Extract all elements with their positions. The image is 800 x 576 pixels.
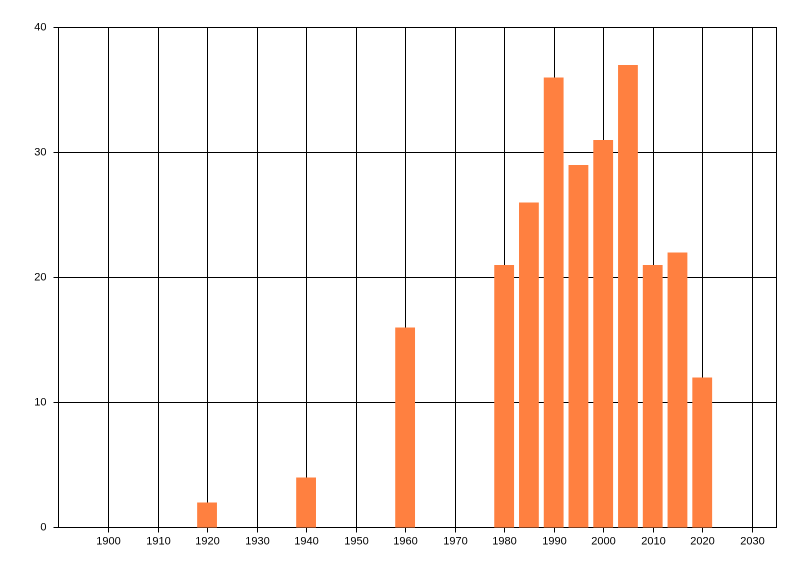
bar [642,265,663,528]
x-tick-label: 2010 [641,535,665,547]
x-tick-label: 1900 [96,535,120,547]
x-tick-label: 1940 [294,535,318,547]
bar [692,377,713,528]
y-tick-label: 10 [34,396,46,408]
x-tick-label: 1970 [443,535,467,547]
x-tick-label: 1930 [245,535,269,547]
x-tick-label: 2030 [740,535,764,547]
x-tick-label: 1980 [492,535,516,547]
x-tick-label: 1950 [344,535,368,547]
x-tick-label: 2020 [690,535,714,547]
bar [519,202,539,528]
y-tick-label: 30 [34,146,46,158]
bar [618,65,638,528]
x-tick-label: 1910 [146,535,170,547]
bar [395,327,416,528]
x-tick-label: 1960 [393,535,417,547]
bar [543,77,564,528]
y-tick-label: 40 [34,21,46,33]
x-tick-label: 1920 [195,535,219,547]
bar [494,265,515,528]
x-tick-label: 2000 [591,535,615,547]
bar [568,165,589,528]
bar [593,140,614,528]
x-tick-label: 1990 [542,535,566,547]
y-tick-label: 0 [40,521,46,533]
y-tick-label: 20 [34,271,46,283]
bar [296,477,316,528]
bar [667,252,688,528]
bar [197,502,217,528]
